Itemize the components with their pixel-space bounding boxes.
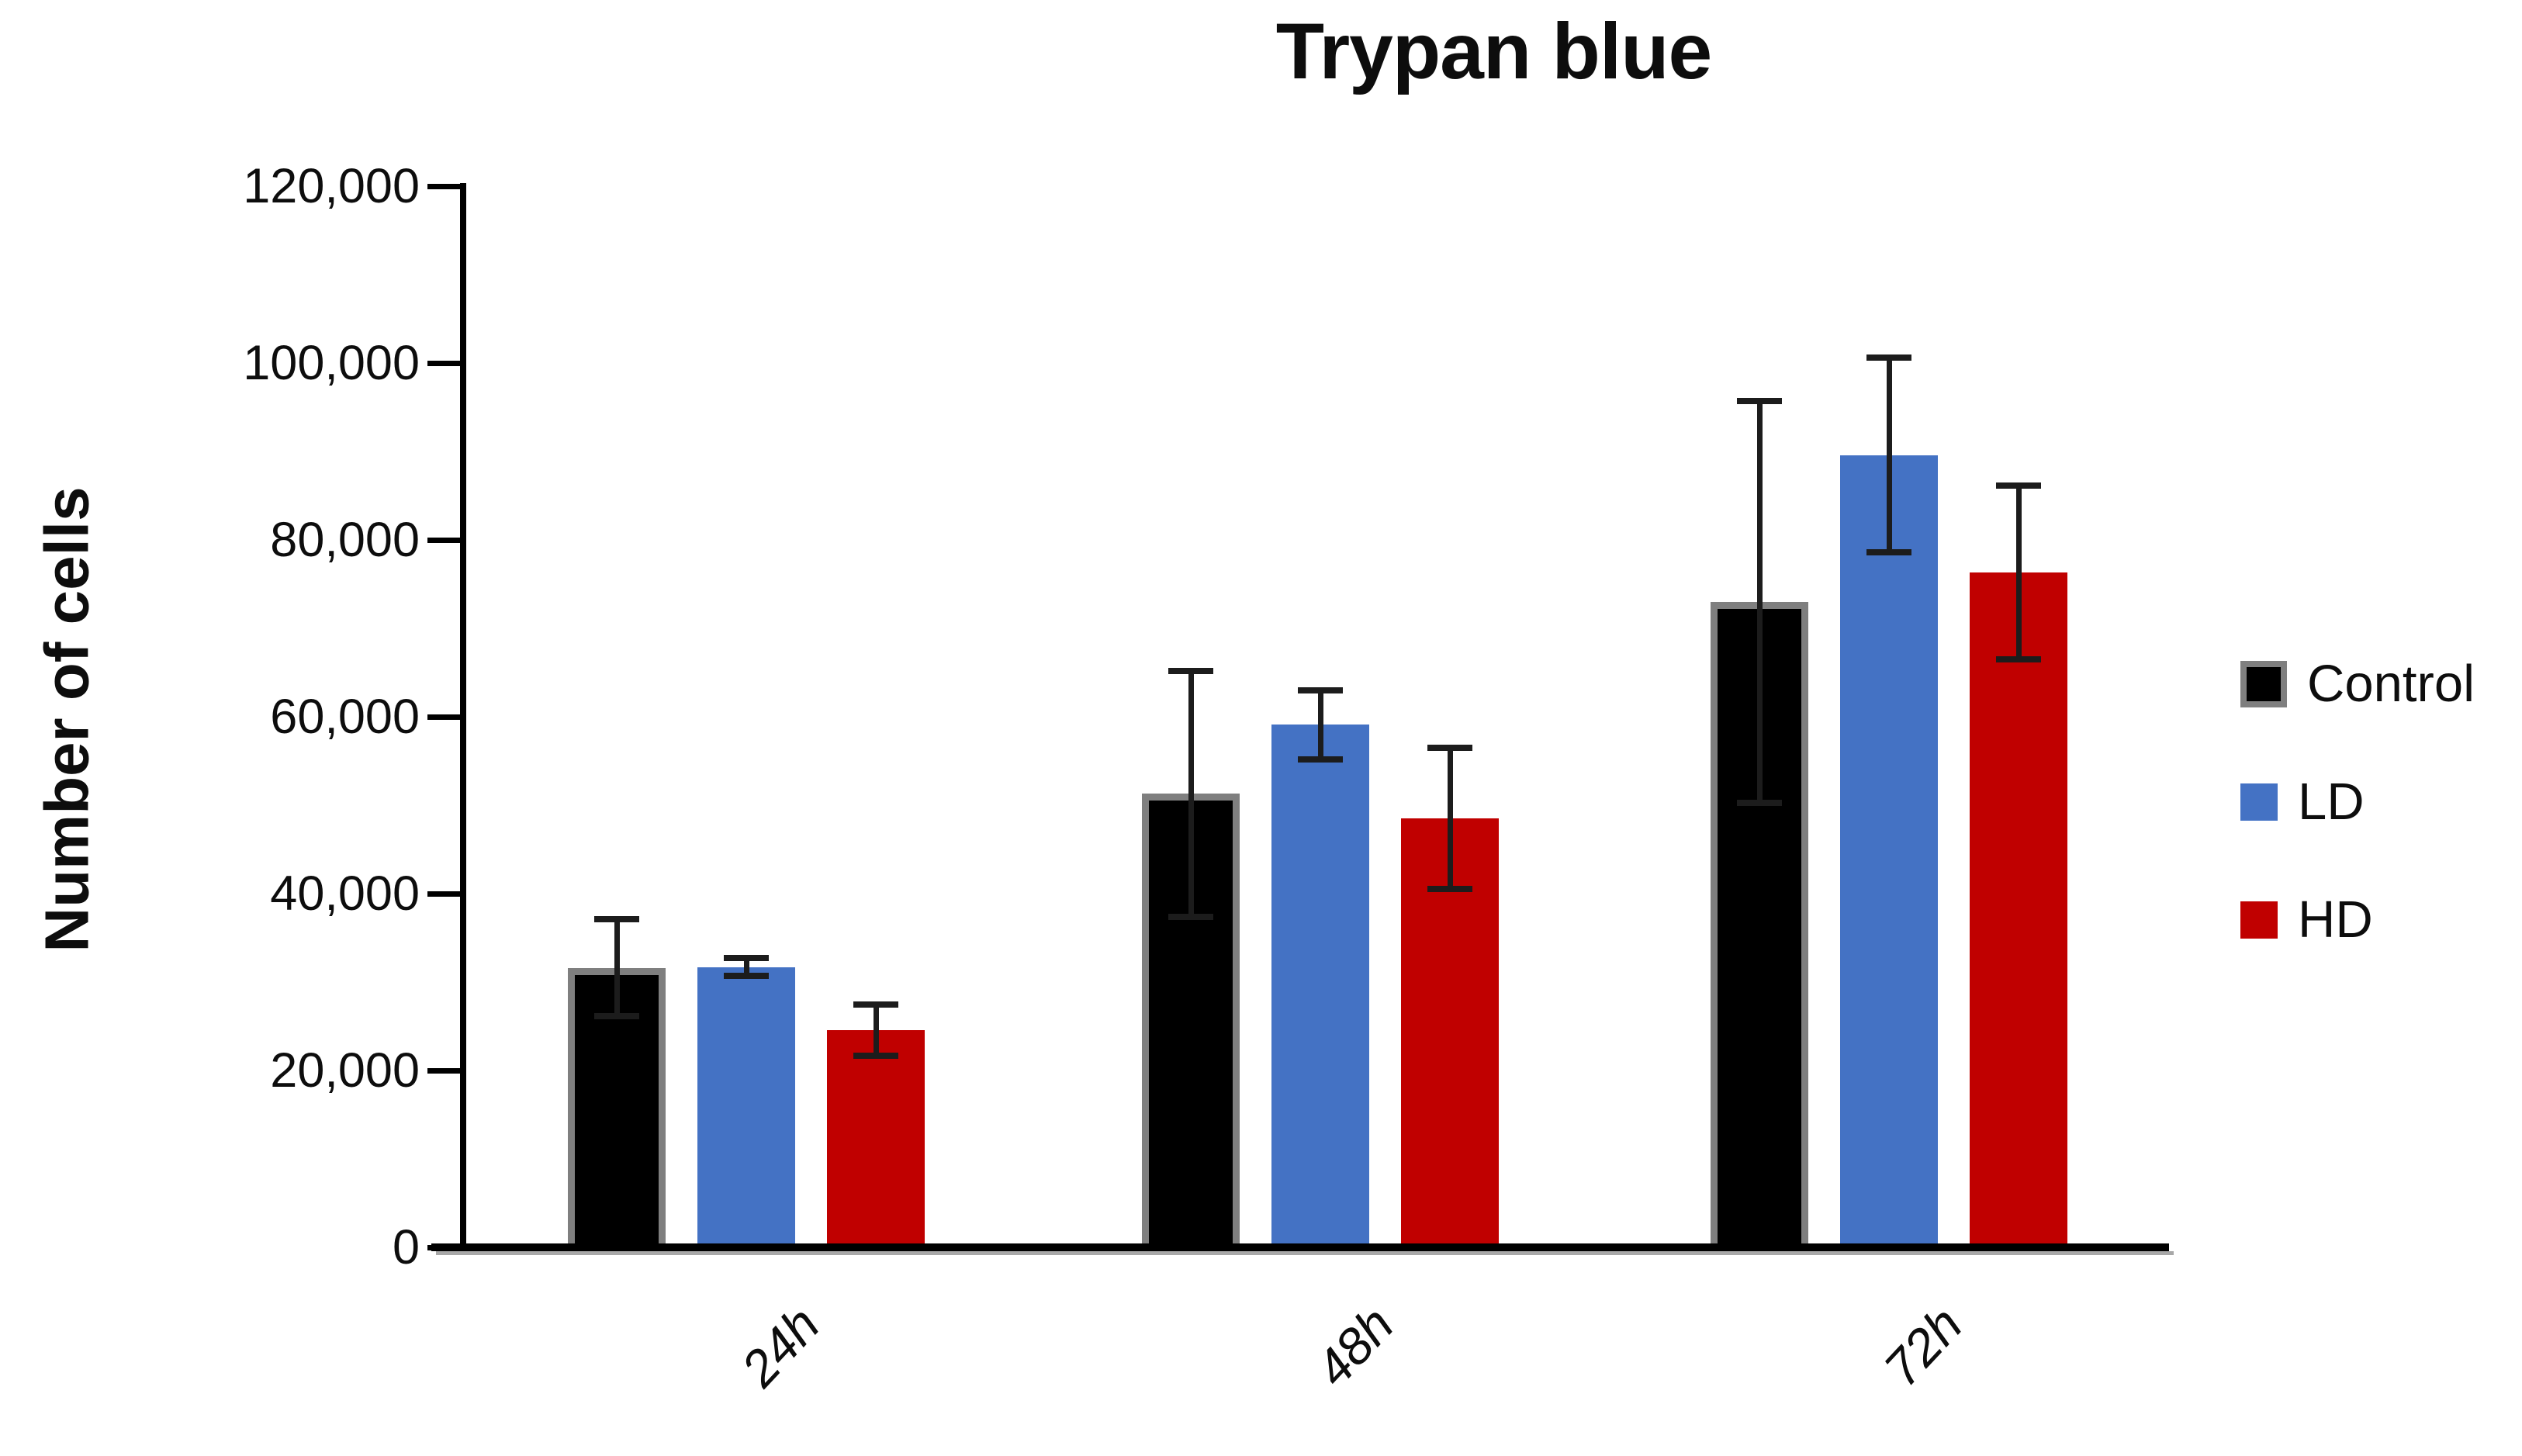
error-cap-top — [724, 955, 769, 962]
y-tick-label: 80,000 — [270, 513, 420, 567]
error-bar-hd-48h — [1447, 747, 1453, 890]
error-cap-top — [1168, 667, 1213, 674]
error-cap-top — [1996, 482, 2041, 489]
error-cap-bottom — [1168, 913, 1213, 920]
x-tick-label-72h: 72h — [1873, 1295, 1974, 1398]
x-axis-line — [431, 1243, 2169, 1251]
legend-label-control: Control — [2307, 655, 2475, 713]
error-bar-hd-72h — [2015, 486, 2022, 659]
error-bar-ld-24h — [743, 958, 749, 977]
legend-swatch-hd — [2240, 901, 2278, 939]
bar-ld-48h — [1271, 725, 1369, 1252]
legend: Control LD HD — [2240, 655, 2520, 954]
legend-item-ld: LD — [2240, 773, 2520, 831]
error-cap-bottom — [1427, 886, 1472, 893]
bar-hd-24h — [827, 1029, 925, 1252]
error-cap-bottom — [1866, 548, 1911, 555]
error-cap-bottom — [1298, 756, 1343, 763]
error-cap-top — [1737, 398, 1782, 405]
y-tick-mark — [427, 714, 460, 720]
error-cap-bottom — [1996, 655, 2041, 662]
error-cap-bottom — [1737, 799, 1782, 806]
y-tick-mark — [427, 1068, 460, 1074]
y-tick-label: 20,000 — [270, 1043, 420, 1098]
error-bar-control-24h — [614, 919, 620, 1017]
bar-ld-24h — [697, 967, 795, 1252]
x-tick-label-48h: 48h — [1304, 1295, 1405, 1398]
error-cap-top — [853, 1001, 898, 1008]
error-cap-bottom — [853, 1052, 898, 1059]
legend-item-hd: HD — [2240, 891, 2520, 949]
y-tick-mark — [427, 538, 460, 543]
legend-label-hd: HD — [2298, 891, 2373, 949]
legend-swatch-control — [2240, 661, 2287, 707]
y-tick-mark — [427, 891, 460, 897]
y-tick-label: 120,000 — [243, 159, 420, 213]
y-tick-label: 40,000 — [270, 866, 420, 921]
x-tick-label-24h: 24h — [730, 1295, 831, 1398]
y-axis-line — [460, 183, 466, 1254]
error-bar-hd-24h — [873, 1004, 879, 1056]
bar-ld-72h — [1840, 455, 1938, 1252]
error-bar-ld-48h — [1317, 690, 1323, 759]
error-bar-ld-72h — [1886, 358, 1892, 552]
x-axis-shadow — [436, 1251, 2174, 1255]
legend-item-control: Control — [2240, 655, 2520, 713]
error-cap-top — [1866, 354, 1911, 361]
error-bar-control-48h — [1188, 670, 1194, 917]
legend-swatch-ld — [2240, 783, 2278, 821]
y-tick-mark — [427, 361, 460, 366]
error-cap-top — [594, 916, 639, 923]
y-tick-label: 60,000 — [270, 690, 420, 744]
error-cap-bottom — [594, 1013, 639, 1020]
error-bar-control-72h — [1756, 401, 1763, 803]
legend-label-ld: LD — [2298, 773, 2365, 831]
chart-title: Trypan blue — [1275, 7, 1712, 95]
y-tick-label: 0 — [392, 1220, 420, 1274]
y-tick-mark — [427, 1245, 460, 1250]
error-cap-bottom — [724, 973, 769, 980]
y-tick-label: 100,000 — [243, 336, 420, 390]
error-cap-top — [1427, 744, 1472, 751]
error-cap-top — [1298, 686, 1343, 693]
y-tick-mark — [427, 184, 460, 189]
bar-hd-72h — [1970, 572, 2067, 1252]
